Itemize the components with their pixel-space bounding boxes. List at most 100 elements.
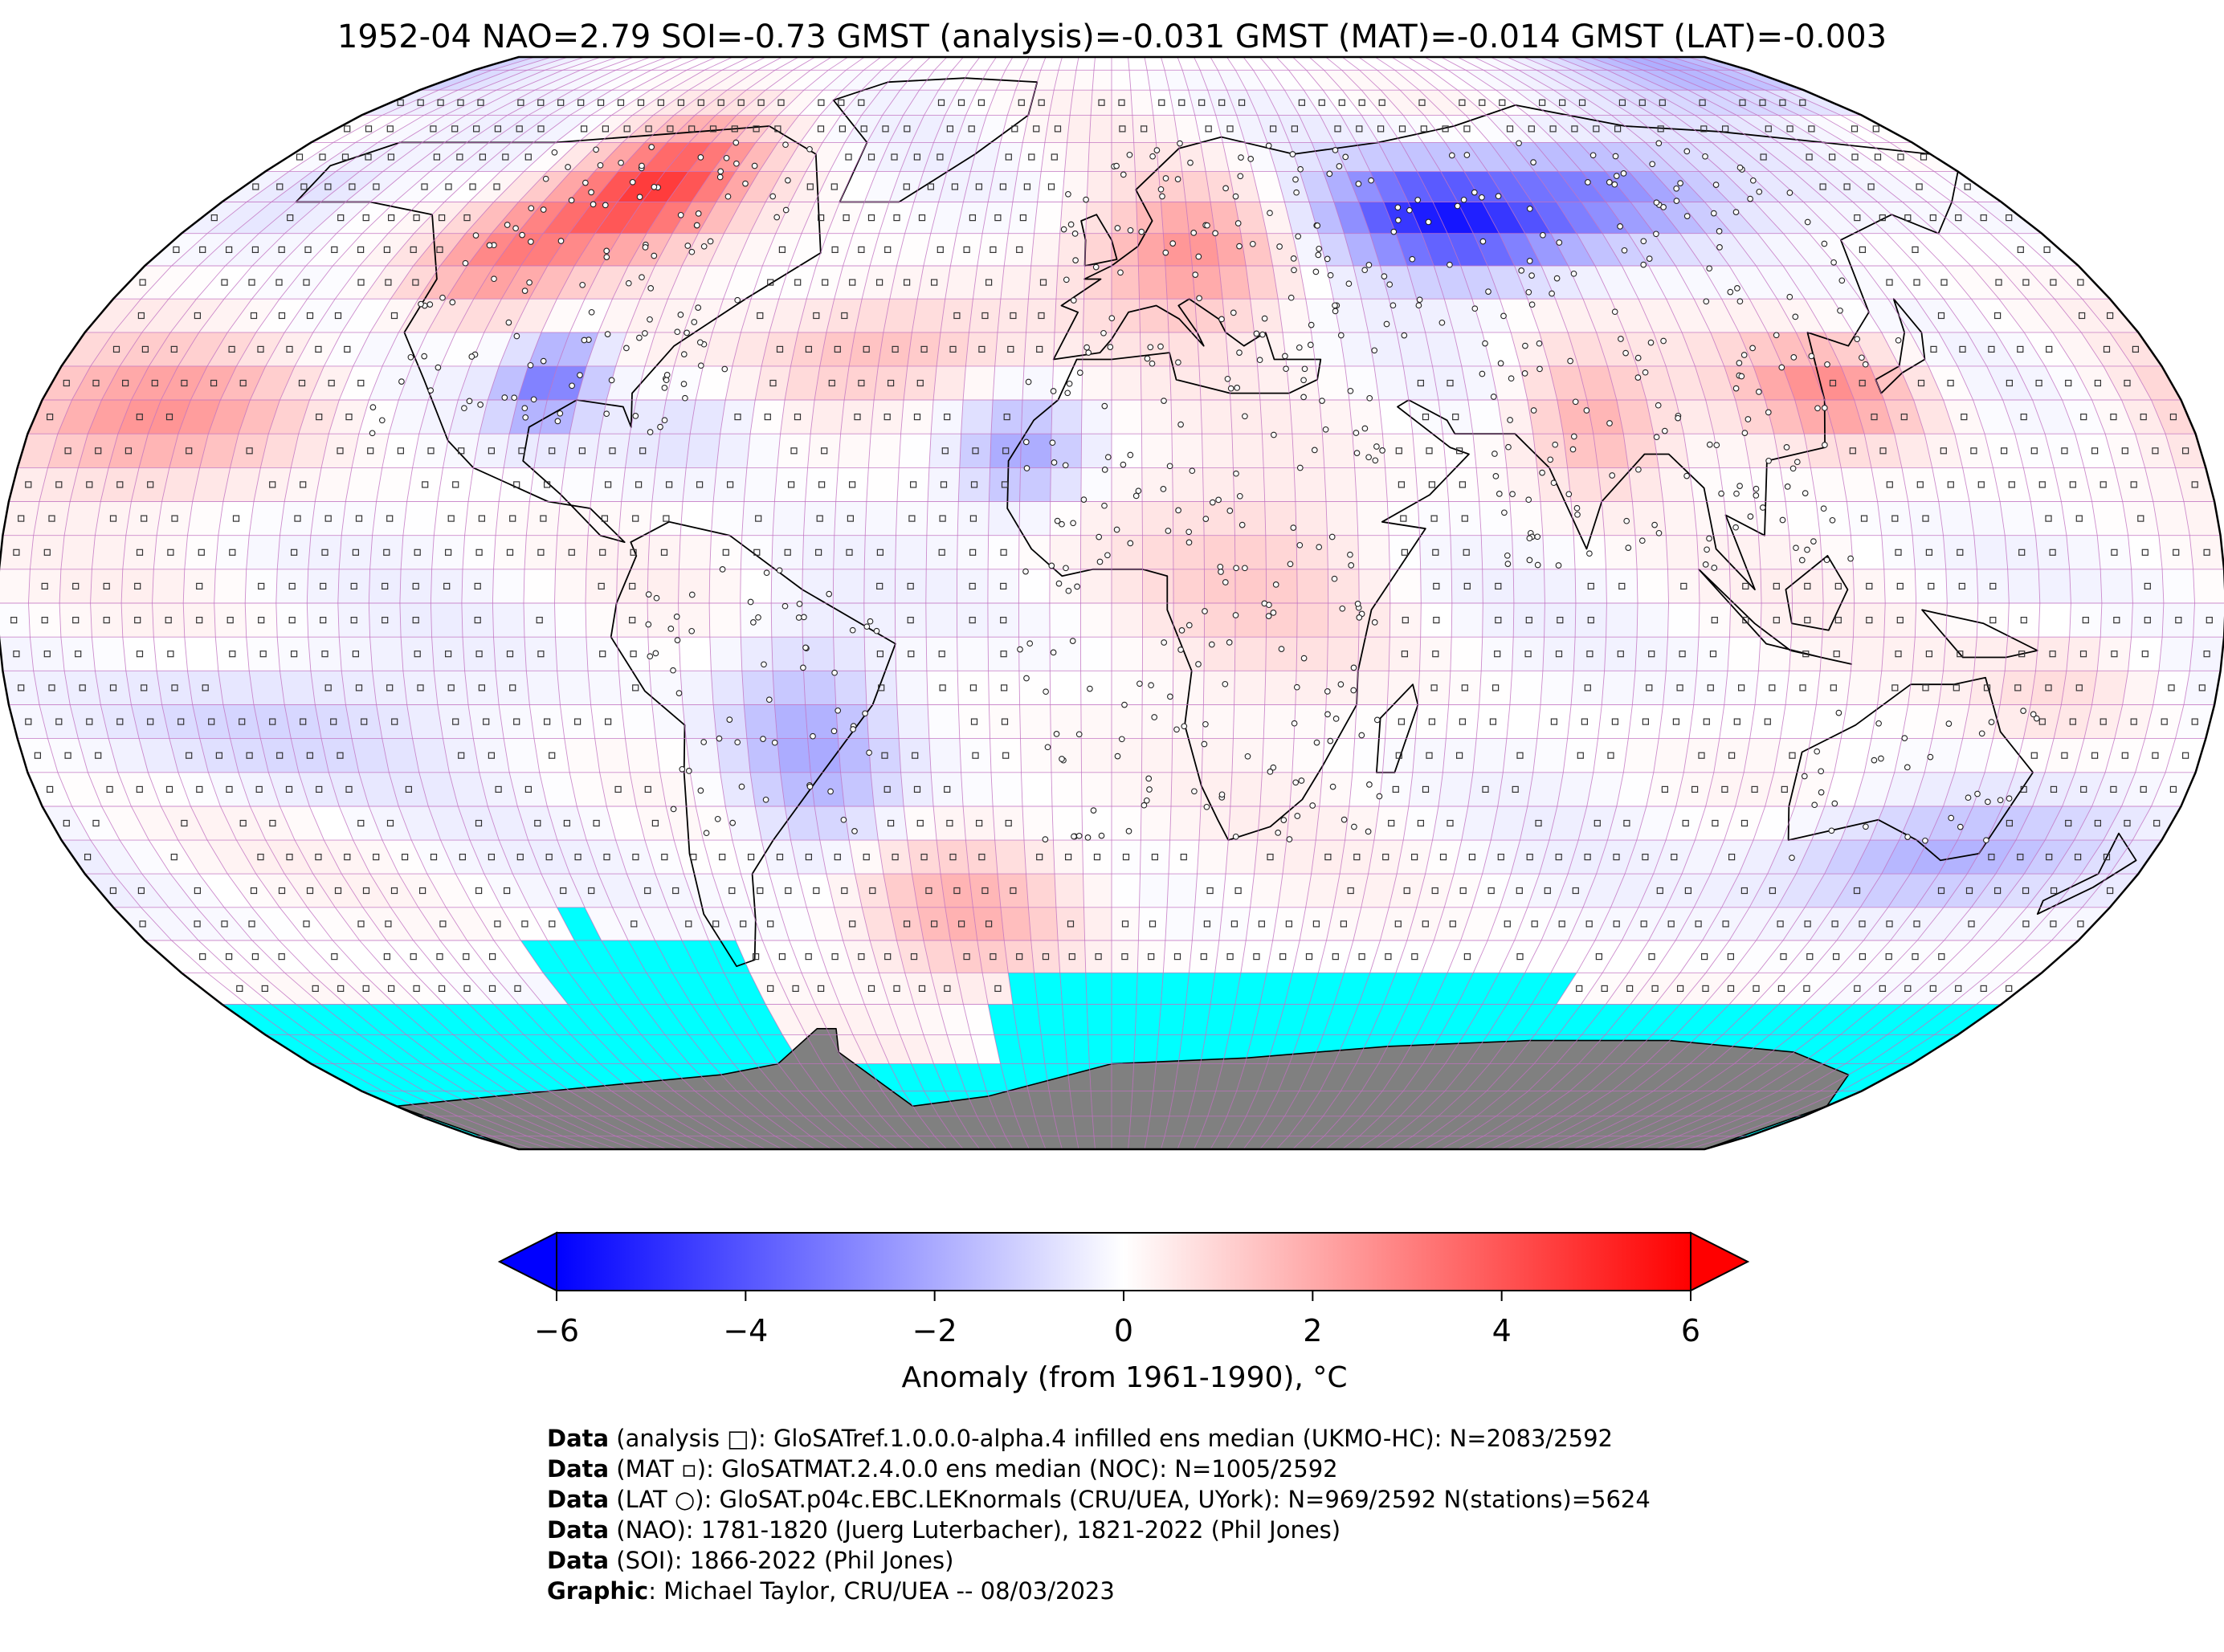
anomaly-cell (1727, 90, 1799, 116)
anomaly-cell (569, 202, 618, 234)
ice-cell (1934, 1004, 2002, 1035)
analysis-square-marker (1691, 785, 1699, 793)
anomaly-cell (28, 569, 61, 603)
anomaly-cell (1729, 266, 1777, 300)
analysis-square-marker (1830, 684, 1837, 691)
analysis-square-marker (614, 785, 622, 793)
anomaly-cell (1082, 332, 1112, 366)
anomaly-cell (1356, 142, 1394, 172)
analysis-square-marker (574, 853, 582, 861)
anomaly-cell (265, 332, 313, 366)
anomaly-cell (1578, 365, 1617, 400)
anomaly-cell (1252, 171, 1285, 202)
anomaly-cell (1403, 365, 1438, 400)
anomaly-cell (298, 772, 340, 806)
anomaly-cell (555, 115, 612, 143)
anomaly-cell (590, 704, 626, 739)
anomaly-cell (312, 874, 363, 908)
anomaly-cell (945, 907, 977, 940)
anomaly-cell (1667, 603, 1700, 638)
anomaly-cell (1666, 806, 1706, 841)
longitude-gridline (1325, 57, 1515, 1149)
analysis-square-marker (10, 616, 18, 624)
anomaly-cell (139, 738, 178, 773)
analysis-square-marker (2110, 785, 2117, 793)
anomaly-cell (64, 671, 101, 705)
analysis-square-marker (388, 985, 395, 993)
analysis-square-marker (1226, 952, 1234, 961)
anomaly-cell (1391, 57, 1430, 71)
anomaly-cell (1971, 907, 2027, 940)
world-anomaly-map (0, 55, 2224, 1151)
anomaly-cell (372, 501, 407, 536)
anomaly-cell (790, 1004, 830, 1035)
longitude-gridline (90, 57, 569, 1149)
anomaly-cell (1197, 332, 1229, 366)
analysis-square-marker (1938, 952, 1945, 961)
analysis-square-marker (352, 549, 359, 556)
anomaly-cell (218, 671, 254, 705)
analysis-square-marker (1267, 853, 1274, 861)
longitude-gridline (1259, 57, 1391, 1149)
anomaly-cell (1137, 940, 1165, 973)
anomaly-cell (564, 738, 600, 773)
ice-cell (1890, 1034, 1958, 1064)
anomaly-cell (704, 57, 749, 71)
anomaly-cell (1189, 940, 1219, 973)
anomaly-cell (1995, 840, 2046, 875)
anomaly-cell (1967, 840, 2016, 875)
analysis-square-marker (1626, 985, 1634, 993)
anomaly-cell (1998, 874, 2053, 908)
anomaly-cell (511, 115, 570, 143)
anomaly-cell (428, 806, 470, 841)
anomaly-cell (413, 233, 466, 266)
anomaly-cell (557, 671, 591, 705)
anomaly-cell (382, 840, 427, 875)
analysis-square-marker (1432, 549, 1439, 556)
anomaly-cell (2054, 467, 2092, 502)
anomaly-cell (814, 806, 850, 841)
anomaly-cell (1943, 874, 1996, 908)
analysis-square-marker (422, 481, 429, 488)
anomaly-cell (1161, 57, 1183, 71)
analysis-square-marker (417, 684, 424, 691)
anomaly-cell (528, 90, 593, 116)
analysis-square-marker (55, 481, 63, 488)
anomaly-cell (1446, 467, 1479, 502)
anomaly-cell (840, 400, 875, 434)
analysis-square-marker (1988, 853, 1995, 861)
anomaly-cell (470, 332, 513, 366)
analysis-square-marker (1347, 887, 1354, 895)
anomaly-cell (1571, 671, 1605, 705)
anomaly-cell (2075, 738, 2115, 773)
anomaly-cell (866, 704, 900, 739)
anomaly-cell (1199, 806, 1230, 841)
anomaly-cell (958, 704, 990, 739)
credit-label: Data (547, 1425, 610, 1452)
analysis-square-marker (167, 549, 174, 556)
analysis-square-marker (537, 651, 545, 658)
anomaly-cell (207, 202, 271, 234)
analysis-square-marker (1642, 718, 1650, 725)
anomaly-cell (1340, 332, 1374, 366)
ice-cell (1222, 1034, 1253, 1064)
anomaly-cell (71, 806, 120, 841)
anomaly-cell (233, 202, 296, 234)
anomaly-cell (889, 171, 924, 202)
anomaly-cell (382, 434, 419, 468)
analysis-square-marker (475, 651, 483, 658)
anomaly-cell (1511, 171, 1557, 202)
analysis-square-marker (1395, 752, 1402, 759)
anomaly-cell (386, 233, 440, 266)
anomaly-cell (1863, 907, 1916, 940)
anomaly-cell (310, 671, 346, 705)
analysis-square-marker (817, 985, 825, 993)
anomaly-cell (504, 738, 540, 773)
anomaly-cell (1300, 266, 1334, 300)
anomaly-cell (2074, 806, 2122, 841)
anomaly-cell (222, 704, 261, 739)
analysis-square-marker (488, 985, 496, 993)
anomaly-cell (476, 142, 534, 172)
analysis-square-marker (1703, 718, 1710, 725)
anomaly-cell (1954, 434, 1993, 468)
